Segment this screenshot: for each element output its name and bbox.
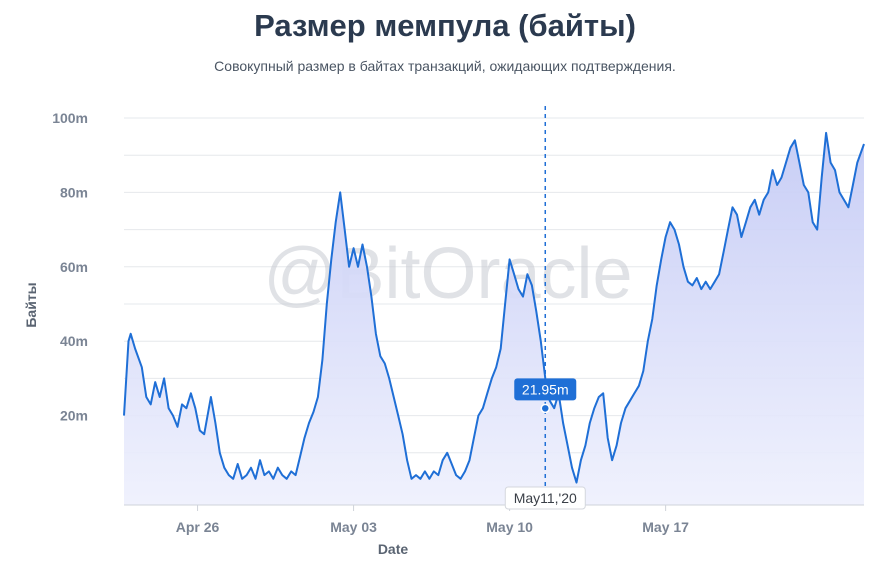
- x-axis-ticks: Apr 26 May 03 May 10 May 17: [176, 505, 689, 535]
- date-tooltip-text: May11,'20: [514, 490, 577, 506]
- x-axis-title: Date: [378, 541, 409, 557]
- series-line[interactable]: [123, 131, 865, 484]
- chart-subtitle: Совокупный размер в байтах транзакций, о…: [214, 58, 676, 74]
- x-tick-label: Apr 26: [176, 519, 220, 535]
- x-tick-label: May 17: [642, 519, 689, 535]
- date-tooltip: May11,'20: [504, 486, 586, 510]
- tooltip-value: 21.95m: [522, 381, 569, 397]
- y-tick-label: 40m: [60, 333, 88, 349]
- hover-point[interactable]: [540, 403, 551, 414]
- date-tooltip-box: [504, 486, 586, 510]
- x-tick-label: May 03: [330, 519, 377, 535]
- y-tick-label: 60m: [60, 259, 88, 275]
- y-axis-ticks: 20m 40m 60m 80m 100m: [52, 110, 88, 424]
- series-area: [124, 132, 864, 505]
- y-axis-title: Байты: [23, 282, 39, 327]
- value-tooltip: 21.95m: [514, 378, 577, 401]
- y-tick-label: 80m: [60, 184, 88, 200]
- tooltip-box: [514, 378, 577, 401]
- y-tick-label: 20m: [60, 408, 88, 424]
- chart-title: Размер мемпула (байты): [254, 8, 636, 43]
- x-tick-label: May 10: [486, 519, 533, 535]
- y-tick-label: 100m: [52, 110, 88, 126]
- watermark: @BitOracle: [263, 234, 632, 314]
